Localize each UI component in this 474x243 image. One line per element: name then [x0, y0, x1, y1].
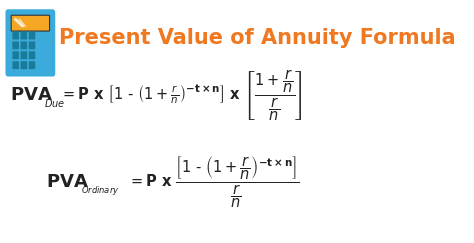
FancyBboxPatch shape	[20, 61, 27, 69]
Text: $= \mathbf{P}\ \mathbf{x}\ \dfrac{\left[1\ \text{-}\ \left(1 + \dfrac{r}{n}\righ: $= \mathbf{P}\ \mathbf{x}\ \dfrac{\left[…	[128, 155, 300, 210]
Text: $\mathit{Due}$: $\mathit{Due}$	[44, 97, 65, 109]
FancyBboxPatch shape	[11, 15, 50, 31]
FancyBboxPatch shape	[29, 32, 35, 39]
FancyBboxPatch shape	[29, 61, 35, 69]
FancyBboxPatch shape	[6, 9, 55, 77]
FancyBboxPatch shape	[12, 61, 19, 69]
FancyBboxPatch shape	[12, 51, 19, 59]
Text: Present Value of Annuity Formula: Present Value of Annuity Formula	[59, 28, 456, 48]
FancyBboxPatch shape	[29, 51, 35, 59]
FancyBboxPatch shape	[20, 51, 27, 59]
FancyBboxPatch shape	[20, 41, 27, 49]
FancyBboxPatch shape	[12, 41, 19, 49]
Text: $= \mathbf{P}\ \mathbf{x}\ \left[1\ \text{-}\ \left(1 + \frac{r}{n}\right)^{\mat: $= \mathbf{P}\ \mathbf{x}\ \left[1\ \tex…	[60, 68, 303, 123]
Text: $\mathit{Ordinary}$: $\mathit{Ordinary}$	[81, 184, 119, 197]
Text: $\mathbf{PVA}$: $\mathbf{PVA}$	[46, 173, 89, 191]
FancyBboxPatch shape	[20, 32, 27, 39]
Text: $\mathbf{PVA}$: $\mathbf{PVA}$	[9, 86, 53, 104]
FancyBboxPatch shape	[12, 32, 19, 39]
FancyBboxPatch shape	[29, 41, 35, 49]
